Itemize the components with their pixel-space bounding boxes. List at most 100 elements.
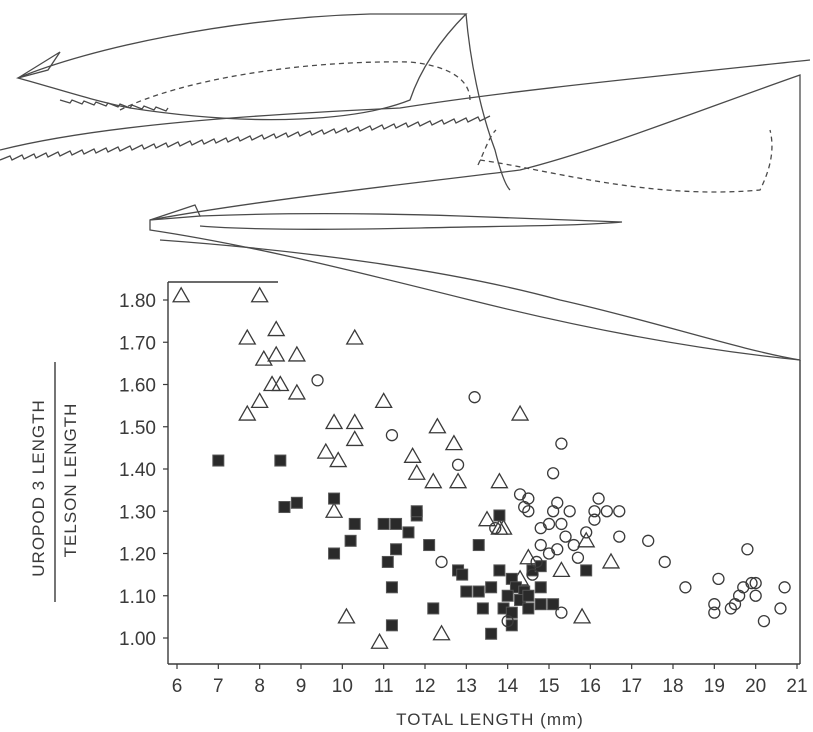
triangle-point xyxy=(172,286,191,303)
square-point xyxy=(328,492,341,505)
x-tick-label: 6 xyxy=(172,676,183,697)
square-point xyxy=(472,585,485,598)
y-axis-ticks: 1.80 1.70 1.60 1.50 1.40 1.30 1.20 1.10 1.00 xyxy=(119,291,168,650)
circle-point xyxy=(489,522,502,535)
telson-tip xyxy=(149,204,201,221)
square-point xyxy=(278,501,291,514)
x-tick-label: 16 xyxy=(580,676,601,697)
square-point xyxy=(501,589,514,602)
upper-appendage-serrated-edge xyxy=(59,99,169,112)
telson-dashed-line xyxy=(479,129,773,193)
square-point xyxy=(427,602,440,615)
y-tick-label: 1.30 xyxy=(119,502,156,523)
circle-point xyxy=(745,576,758,590)
upper-appendage-outline xyxy=(15,13,468,121)
square-point xyxy=(212,454,225,467)
circle-point xyxy=(613,530,626,543)
circle-point xyxy=(580,526,593,539)
triangle-point xyxy=(403,447,422,463)
square-point xyxy=(472,539,485,552)
square-point xyxy=(274,454,287,467)
circle-point xyxy=(708,598,721,611)
square-point xyxy=(485,581,498,594)
circle-point xyxy=(311,374,324,387)
circle-point xyxy=(534,538,547,552)
y-tick-label: 1.50 xyxy=(119,418,156,439)
x-tick-label: 9 xyxy=(296,676,307,697)
circle-point xyxy=(778,581,791,594)
triangle-point xyxy=(510,404,530,421)
circle-point xyxy=(563,505,576,518)
circle-point xyxy=(749,589,762,602)
circle-point xyxy=(526,568,539,581)
circle-point xyxy=(749,576,762,590)
square-point xyxy=(385,581,398,594)
y-tick-label: 1.80 xyxy=(119,291,156,312)
circle-point xyxy=(546,505,560,518)
x-tick-label: 10 xyxy=(332,676,353,697)
square-point xyxy=(456,568,469,581)
square-point xyxy=(344,534,357,547)
circle-point xyxy=(551,496,564,509)
x-tick-label: 18 xyxy=(662,676,683,697)
telson-dashed-joint xyxy=(477,129,497,166)
square-point xyxy=(460,585,473,598)
upper-dashed-line xyxy=(119,61,471,111)
circle-point xyxy=(724,602,738,615)
circle-point xyxy=(642,534,655,547)
triangle-point xyxy=(324,501,344,518)
circle-point xyxy=(732,589,746,602)
middle-appendage-outline xyxy=(0,59,811,151)
triangle-point xyxy=(250,392,269,409)
triangle-point xyxy=(448,472,468,489)
circle-point xyxy=(571,551,585,564)
square-point xyxy=(476,602,489,615)
square-point xyxy=(410,505,423,518)
circle-point xyxy=(588,505,601,518)
circle-point xyxy=(468,391,481,404)
triangle-point xyxy=(370,632,389,649)
square-point xyxy=(390,543,403,556)
square-point xyxy=(493,509,506,522)
x-tick-label: 20 xyxy=(745,676,766,697)
telson-outline xyxy=(149,74,801,361)
triangle-point xyxy=(271,375,290,392)
square-point xyxy=(328,547,341,560)
circle-point xyxy=(542,547,556,560)
square-point xyxy=(390,517,403,530)
x-tick-label: 13 xyxy=(456,676,477,697)
x-tick-label: 8 xyxy=(254,676,265,697)
x-axis-title: TOTAL LENGTH (mm) xyxy=(396,710,584,729)
triangle-point xyxy=(345,430,364,447)
triangle-point xyxy=(345,413,364,430)
x-tick-label: 21 xyxy=(786,676,807,697)
square-point xyxy=(547,598,560,611)
triangle-point xyxy=(238,404,257,421)
square-point xyxy=(534,598,547,611)
circle-point xyxy=(658,555,671,569)
square-point xyxy=(377,517,390,530)
x-tick-label: 17 xyxy=(621,676,642,697)
x-tick-label: 11 xyxy=(374,676,394,697)
triangle-point xyxy=(519,548,538,565)
triangle-point xyxy=(428,417,447,434)
square-point xyxy=(493,564,506,577)
x-tick-label: 14 xyxy=(497,676,519,697)
x-axis-ticks: 6 7 8 9 10 11 12 13 14 15 16 17 18 19 20 21 xyxy=(172,664,808,697)
triangle-point xyxy=(424,472,443,489)
y-axis-title: UROPOD 3 LENGTH TELSON LENGTH xyxy=(29,362,80,602)
triangle-point xyxy=(490,472,509,489)
data-markers xyxy=(172,286,791,649)
y-tick-label: 1.60 xyxy=(119,376,156,397)
circle-point xyxy=(588,513,601,526)
circle-point xyxy=(708,606,721,619)
circle-point xyxy=(679,581,692,594)
triangle-point xyxy=(287,345,306,362)
triangle-point xyxy=(552,561,571,578)
circle-point xyxy=(501,614,514,628)
square-point xyxy=(348,517,361,530)
y-tick-label: 1.10 xyxy=(119,587,156,608)
triangle-point xyxy=(577,531,596,548)
x-tick-label: 19 xyxy=(704,676,725,697)
